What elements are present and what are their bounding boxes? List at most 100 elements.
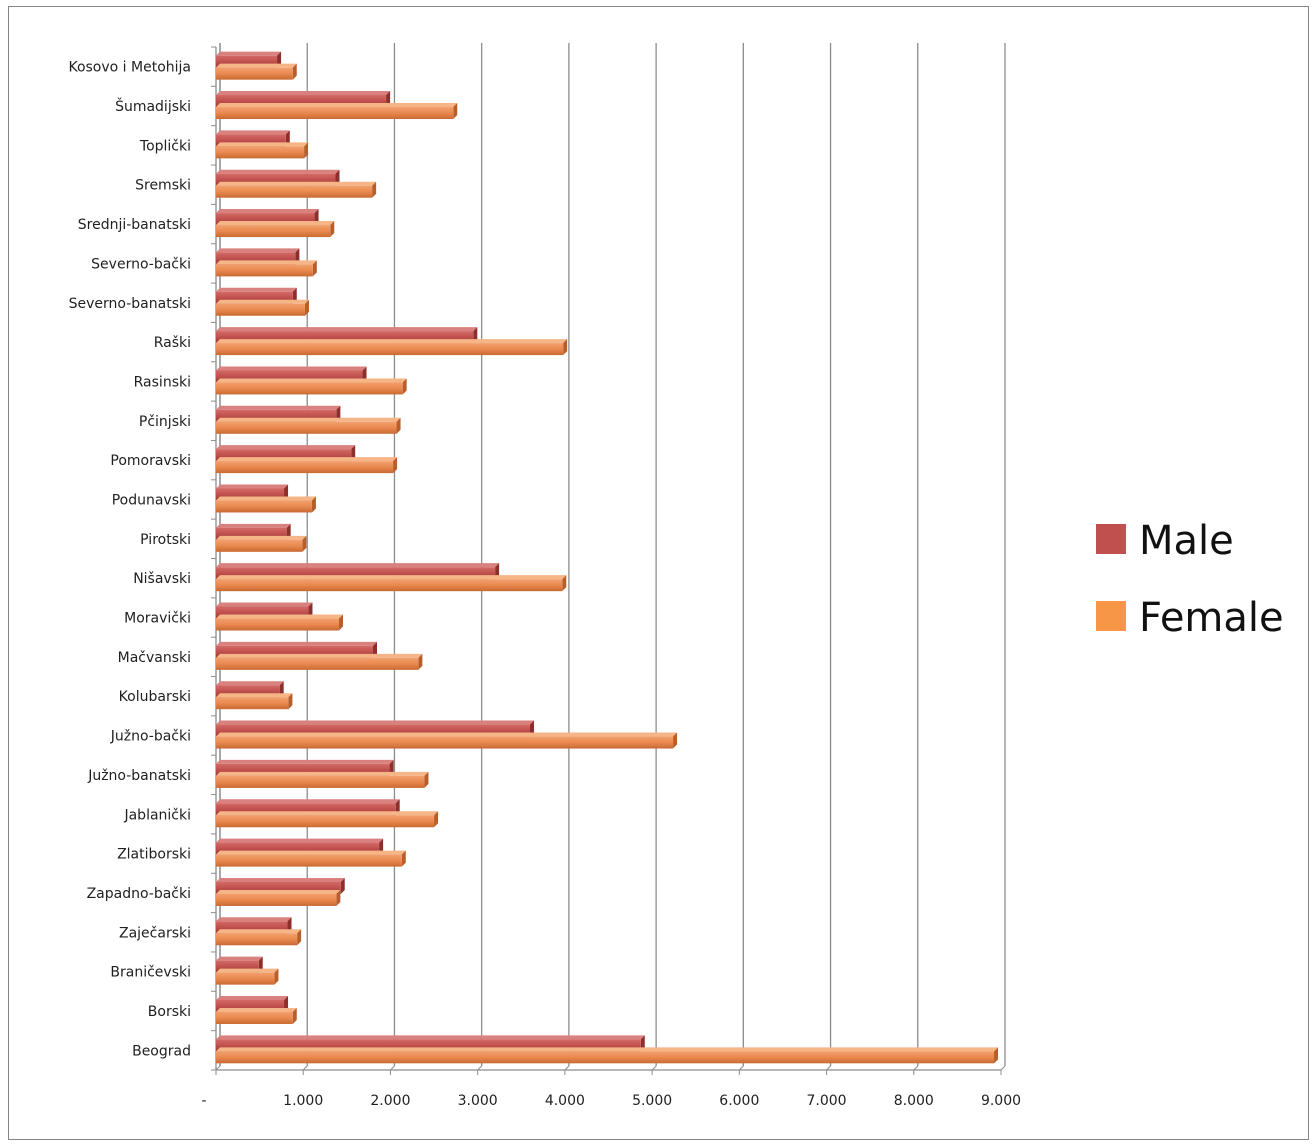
bar-top-face [216, 799, 400, 804]
bar-top-face [216, 877, 345, 882]
bar-top-face [216, 1035, 645, 1040]
bar-front-face [216, 185, 373, 198]
bar-female [216, 929, 302, 946]
category-label: Kolubarski [119, 689, 191, 705]
bar-front-face [216, 657, 419, 670]
bar-front-face [216, 1011, 293, 1024]
gridline-floor [215, 1065, 221, 1071]
legend-swatch [1096, 524, 1126, 554]
legend-item-male: Male [1096, 518, 1234, 564]
x-tick-label: 3.000 [458, 1093, 498, 1109]
bar-female [216, 575, 567, 592]
bar-end-face [302, 535, 307, 552]
chart-area: Kosovo i Metohija Šumadijski Toplički Srems… [8, 6, 1309, 1140]
bar-female [216, 221, 335, 238]
bar-end-face [424, 771, 429, 788]
bar-front-face [216, 67, 293, 80]
bar-female [216, 693, 293, 710]
category-label: Rasinski [134, 374, 191, 390]
x-tick-label: 5.000 [632, 1093, 672, 1109]
bar-front-face [216, 303, 305, 316]
bar-end-face [312, 260, 317, 277]
bar-end-face [434, 811, 439, 828]
bar-top-face [216, 287, 297, 292]
gridline-floor [738, 1065, 744, 1071]
bar-top-face [216, 1047, 999, 1052]
bar-female [216, 260, 317, 277]
legend-label: Male [1139, 518, 1234, 564]
bar-front-face [216, 500, 312, 513]
bar-female [216, 850, 406, 867]
bar-front-face [216, 343, 564, 356]
x-tick-label: 2.000 [370, 1093, 410, 1109]
bar-female [216, 653, 423, 670]
category-labels: Kosovo i Metohija Šumadijski Toplički Srems… [68, 60, 191, 1060]
bar-front-face [216, 736, 674, 749]
bar-female [216, 496, 316, 513]
bar-top-face [216, 653, 423, 658]
bar-female [216, 181, 377, 198]
bar-front-face [216, 815, 435, 828]
bar-female [216, 299, 309, 316]
bar-front-face [216, 1051, 995, 1064]
gridline-floor [651, 1065, 657, 1071]
bar-top-face [216, 51, 282, 56]
legend-item-female: Female [1096, 595, 1284, 641]
bar-end-face [297, 929, 302, 946]
bar-end-face [340, 877, 345, 894]
bar-end-face [673, 732, 678, 749]
bar-front-face [216, 225, 331, 238]
gridline-floor [826, 1065, 831, 1071]
bar-top-face [216, 575, 567, 580]
bar-top-face [216, 405, 341, 410]
category-label: Mačvanski [118, 650, 191, 666]
bar-front-face [216, 775, 425, 788]
bar-top-face [216, 1007, 297, 1012]
category-label: Zapadno-bački [87, 886, 191, 902]
bar-front-face [216, 933, 298, 946]
category-label: Moravički [124, 611, 191, 627]
bar-top-face [216, 614, 343, 619]
bar-top-face [216, 142, 309, 147]
bar-female [216, 811, 439, 828]
x-tick-label: 7.000 [807, 1093, 847, 1109]
bar-female [216, 1007, 297, 1024]
x-tick-label: 9.000 [981, 1093, 1021, 1109]
bar-top-face [216, 445, 356, 450]
category-label: Zaječarski [119, 925, 191, 941]
bar-female [216, 968, 279, 985]
bar-top-face [216, 169, 340, 174]
category-label: Južno-bački [110, 729, 191, 745]
bar-female [216, 63, 297, 80]
bar-end-face [453, 103, 458, 120]
bar-top-face [216, 771, 429, 776]
bar-end-face [292, 1007, 297, 1024]
bar-top-face [216, 956, 263, 961]
bar-front-face [216, 579, 563, 592]
bar-top-face [216, 339, 568, 344]
bar-front-face [216, 618, 339, 631]
bar-top-face [216, 929, 302, 934]
bar-front-face [216, 697, 289, 710]
bar-top-face [216, 103, 458, 108]
bar-top-face [216, 641, 377, 646]
category-label: Jablanički [123, 807, 191, 823]
bar-front-face [216, 382, 403, 395]
bar-female [216, 378, 407, 395]
bar-top-face [216, 681, 284, 686]
bar-top-face [216, 181, 377, 186]
bar-front-face [216, 854, 402, 867]
category-label: Pirotski [140, 532, 191, 548]
bar-top-face [216, 693, 293, 698]
bar-female [216, 142, 309, 159]
bar-end-face [311, 496, 316, 513]
bar-end-face [393, 457, 398, 474]
x-tick-label: 4.000 [545, 1093, 585, 1109]
bar-top-face [216, 732, 678, 737]
bar-end-face [396, 417, 401, 434]
bar-top-face [216, 260, 317, 265]
gridline-floor [564, 1065, 570, 1071]
bars [216, 51, 999, 1064]
bar-top-face [216, 299, 309, 304]
bar-end-face [330, 221, 335, 238]
